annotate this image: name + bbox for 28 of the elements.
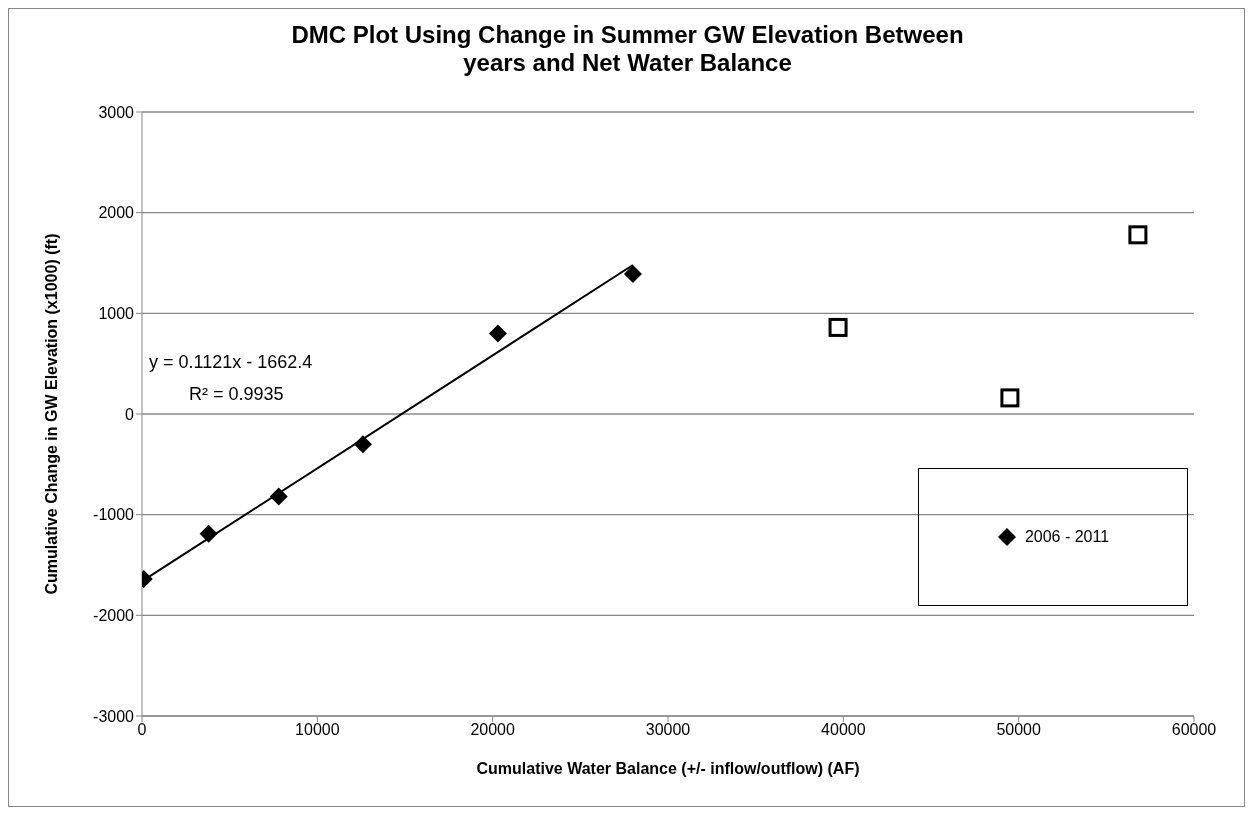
x-tick-label: 10000 <box>295 721 340 739</box>
annotation: y = 0.1121x - 1662.4 <box>149 352 313 373</box>
y-tick-label: 2000 <box>98 204 135 222</box>
point <box>199 524 218 543</box>
point <box>353 435 372 454</box>
point <box>1000 388 1020 408</box>
legend-label: 2006 - 2011 <box>1024 528 1110 546</box>
y-tick-label: -1000 <box>93 506 135 524</box>
point <box>623 265 642 284</box>
x-tick-label: 0 <box>137 721 147 739</box>
y-tick-label: 0 <box>125 405 135 423</box>
point <box>269 487 288 506</box>
y-tick-label: 3000 <box>98 103 135 121</box>
x-tick-label: 60000 <box>1171 721 1217 739</box>
y-tick-label: -3000 <box>93 707 135 725</box>
x-axis-title: Cumulative Water Balance (+/- inflow/outflow) (AF) <box>476 760 860 777</box>
x-tick-label: 50000 <box>996 721 1042 739</box>
point <box>1128 225 1148 245</box>
x-tick-label: 30000 <box>645 721 691 739</box>
point <box>488 324 507 343</box>
annotation: R² = 0.9935 <box>189 384 284 405</box>
x-tick-label: 20000 <box>470 721 516 739</box>
y-tick-label: 1000 <box>98 305 135 323</box>
y-axis-title: Cumulative Change in GW Elevation (x1000) (ft) <box>42 233 60 595</box>
chart-title: DMC Plot Using Change in Summer GW Elevation Between years and Net Water Balance <box>290 21 965 77</box>
y-tick-label: -2000 <box>93 607 135 625</box>
point <box>828 317 848 337</box>
x-tick-label: 40000 <box>821 721 866 739</box>
